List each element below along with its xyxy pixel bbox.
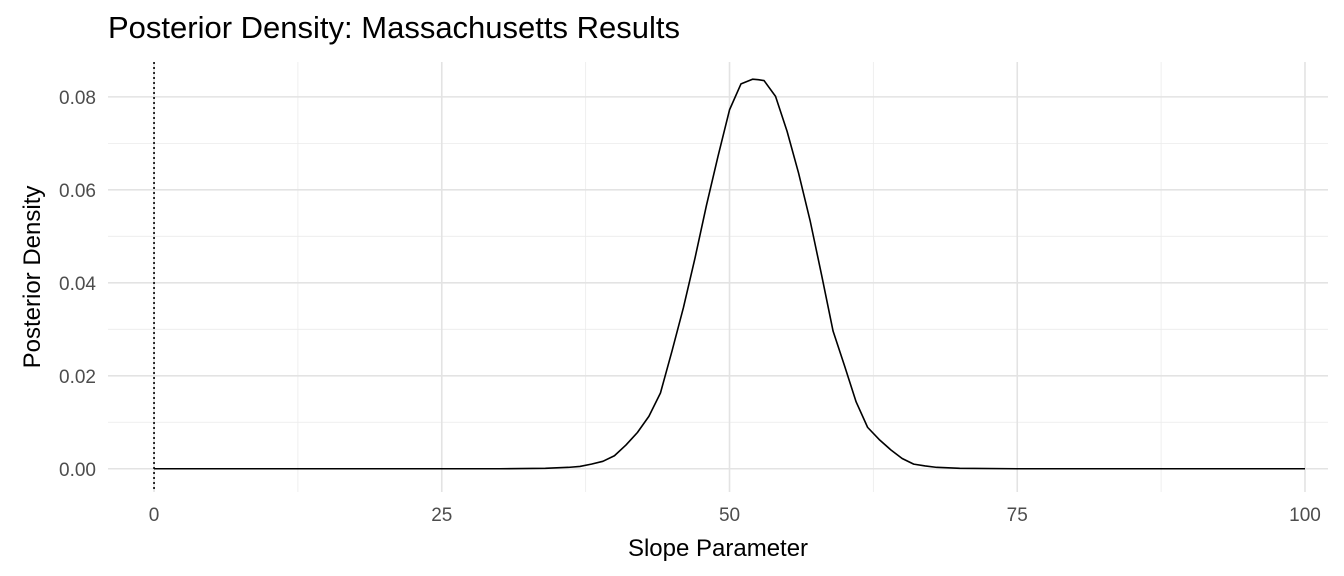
- y-tick-label: 0.08: [59, 88, 96, 109]
- y-tick-label: 0.00: [59, 460, 96, 481]
- minor-gridlines: [108, 62, 1328, 492]
- x-tick-label: 0: [149, 505, 160, 526]
- chart-title: Posterior Density: Massachusetts Results: [108, 10, 680, 45]
- x-tick-label: 100: [1289, 505, 1321, 526]
- x-axis-ticks: 0 25 50 75 100: [149, 505, 1321, 526]
- x-tick-label: 50: [719, 505, 740, 526]
- y-axis-title: Posterior Density: [19, 186, 46, 369]
- x-tick-label: 25: [431, 505, 452, 526]
- density-line: [154, 78, 1305, 470]
- y-tick-label: 0.04: [59, 274, 96, 295]
- y-tick-label: 0.02: [59, 367, 96, 388]
- y-axis-ticks: 0.00 0.02 0.04 0.06 0.08: [59, 88, 96, 481]
- x-axis-title: Slope Parameter: [628, 535, 808, 562]
- y-tick-label: 0.06: [59, 181, 96, 202]
- major-gridlines: [108, 62, 1328, 492]
- x-tick-label: 75: [1007, 505, 1028, 526]
- density-series: [154, 78, 1305, 470]
